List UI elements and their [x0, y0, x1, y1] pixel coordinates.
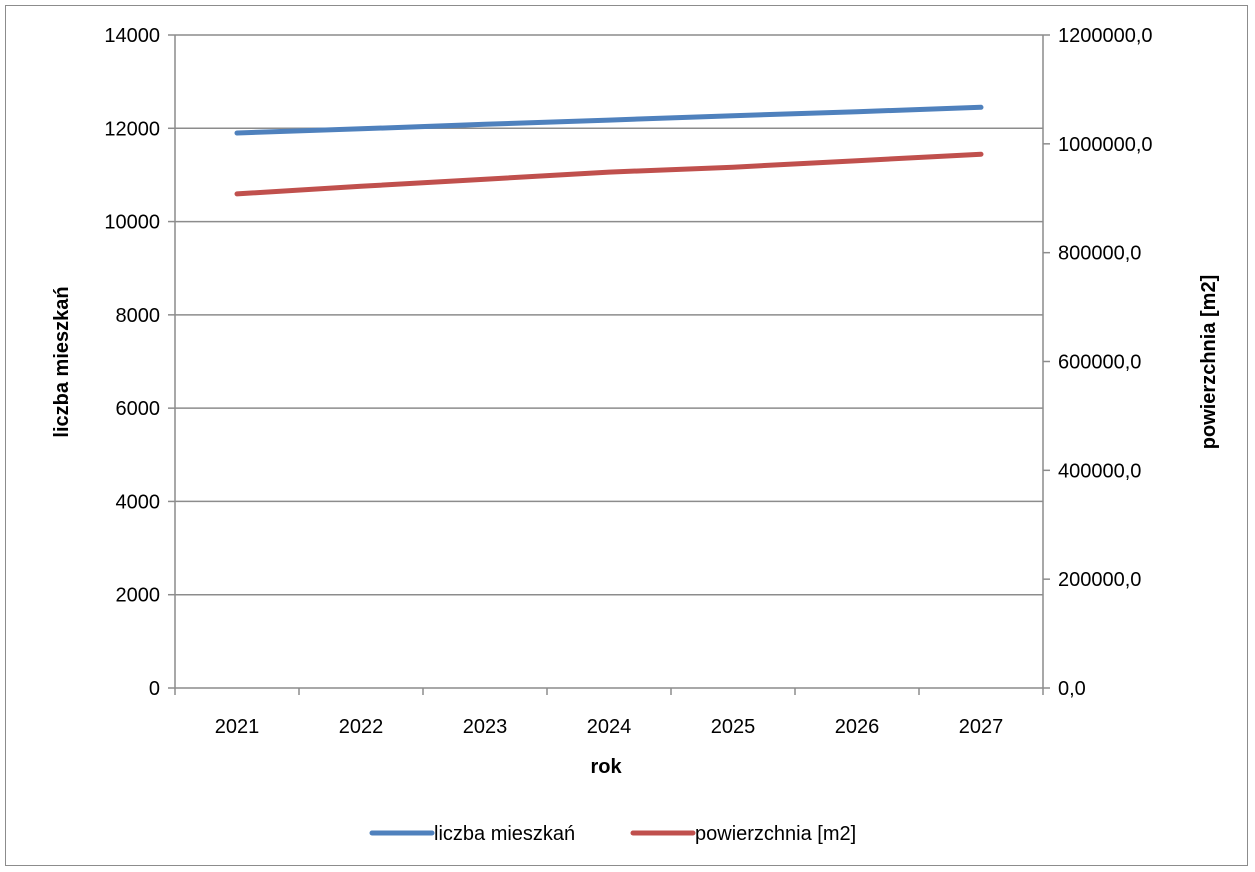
x-tick-label: 2022	[339, 716, 384, 738]
y-axis-tick-labels: 0 2000 4000 6000 8000 10000 12000 14000	[104, 25, 160, 700]
y-tick-label: 4000	[116, 491, 161, 513]
y-tick-label: 10000	[104, 212, 160, 234]
x-tick-label: 2025	[711, 716, 756, 738]
y-tick-label: 2000	[116, 585, 161, 607]
y-axis-title: liczba mieszkań	[51, 286, 73, 437]
y2-tick-label: 0,0	[1058, 678, 1086, 700]
x-tick-label: 2027	[959, 716, 1004, 738]
series-line-1	[234, 151, 984, 197]
axes	[168, 34, 1050, 695]
y2-tick-label: 800000,0	[1058, 243, 1141, 265]
y2-axis-title: powierzchnia [m2]	[1198, 275, 1220, 449]
series-line-0	[234, 104, 984, 136]
chart-frame	[5, 5, 1248, 866]
y2-tick-label: 400000,0	[1058, 460, 1141, 482]
y2-tick-label: 1000000,0	[1058, 134, 1153, 156]
x-tick-label: 2023	[463, 716, 508, 738]
y-tick-label: 8000	[116, 305, 161, 327]
y2-tick-label: 600000,0	[1058, 352, 1141, 374]
legend: liczba mieszkań powierzchnia [m2]	[369, 823, 856, 845]
y-tick-label: 12000	[104, 118, 160, 140]
x-tick-label: 2021	[215, 716, 260, 738]
legend-label-liczba-mieszkan: liczba mieszkań	[434, 823, 575, 845]
y2-tick-label: 1200000,0	[1058, 25, 1153, 47]
y-tick-label: 14000	[104, 25, 160, 47]
y-tick-label: 0	[149, 678, 160, 700]
x-axis-title: rok	[590, 756, 622, 778]
x-tick-label: 2024	[587, 716, 632, 738]
gridlines	[175, 34, 1043, 596]
x-axis-tick-labels: 2021 2022 2023 2024 2025 2026 2027	[215, 716, 1004, 738]
legend-label-powierzchnia: powierzchnia [m2]	[695, 823, 856, 845]
y2-axis-tick-labels: 0,0 200000,0 400000,0 600000,0 800000,0 10000…	[1058, 25, 1153, 700]
y-tick-label: 6000	[116, 398, 161, 420]
y2-tick-label: 200000,0	[1058, 569, 1141, 591]
series-lines	[234, 104, 984, 197]
x-tick-label: 2026	[835, 716, 880, 738]
